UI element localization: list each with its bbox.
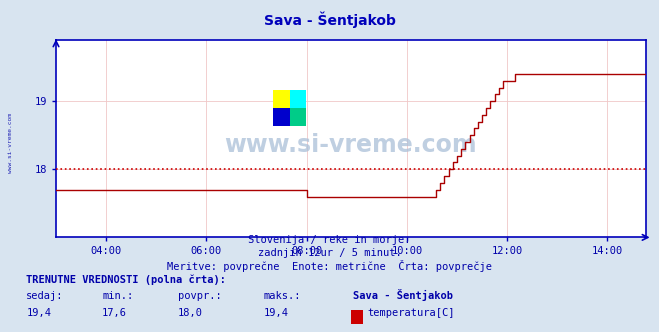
Text: Slovenija / reke in morje.: Slovenija / reke in morje. xyxy=(248,235,411,245)
Text: 19,4: 19,4 xyxy=(264,308,289,318)
Text: 17,6: 17,6 xyxy=(102,308,127,318)
Text: TRENUTNE VREDNOSTI (polna črta):: TRENUTNE VREDNOSTI (polna črta): xyxy=(26,274,226,285)
Text: maks.:: maks.: xyxy=(264,291,301,301)
Text: 18,0: 18,0 xyxy=(178,308,203,318)
Text: sedaj:: sedaj: xyxy=(26,291,64,301)
Text: min.:: min.: xyxy=(102,291,133,301)
Text: 19,4: 19,4 xyxy=(26,308,51,318)
Text: Meritve: povprečne  Enote: metrične  Črta: povprečje: Meritve: povprečne Enote: metrične Črta:… xyxy=(167,260,492,272)
Text: povpr.:: povpr.: xyxy=(178,291,221,301)
Text: Sava - Šentjakob: Sava - Šentjakob xyxy=(353,290,453,301)
Text: Sava - Šentjakob: Sava - Šentjakob xyxy=(264,12,395,28)
Text: zadnjih 12ur / 5 minut.: zadnjih 12ur / 5 minut. xyxy=(258,248,401,258)
Text: www.si-vreme.com: www.si-vreme.com xyxy=(8,113,13,173)
Text: temperatura[C]: temperatura[C] xyxy=(368,308,455,318)
Text: www.si-vreme.com: www.si-vreme.com xyxy=(225,132,477,156)
